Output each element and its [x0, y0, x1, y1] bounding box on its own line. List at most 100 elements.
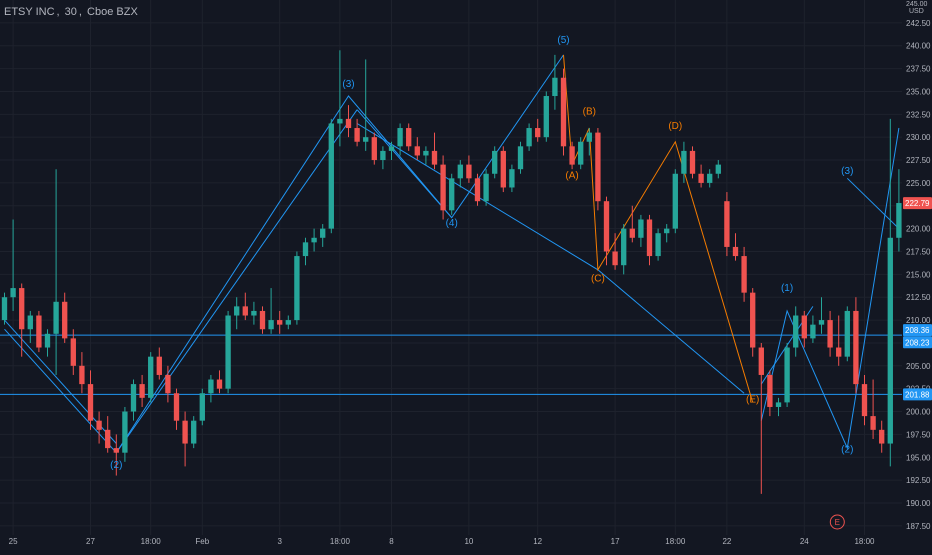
- candle-body: [277, 320, 283, 325]
- candle-body: [569, 146, 575, 165]
- candle-body: [750, 292, 756, 348]
- candle-body: [268, 320, 274, 330]
- candle-body: [793, 315, 799, 348]
- time-tick-label: 3: [277, 537, 282, 546]
- time-tick-label: 18:00: [330, 537, 351, 546]
- wave-line: [760, 127, 900, 450]
- candle-body: [784, 347, 790, 403]
- candle-body: [517, 146, 524, 170]
- candle-body: [388, 146, 395, 151]
- candle-body: [44, 333, 51, 348]
- candle-body: [53, 301, 59, 334]
- price-tick-label: 200.00: [906, 408, 931, 417]
- candle-body: [646, 219, 653, 257]
- price-tick-label: 195.00: [906, 453, 931, 462]
- candle-body: [578, 141, 584, 165]
- candle-body: [543, 96, 549, 138]
- time-tick-label: Feb: [195, 537, 209, 546]
- price-tick-label: 217.50: [906, 247, 931, 256]
- line-price-tag-bg: [903, 336, 932, 349]
- candle-body: [638, 219, 644, 238]
- price-tick-label: 220.00: [906, 225, 931, 234]
- candle-body: [586, 132, 592, 142]
- candle-body: [165, 374, 171, 394]
- candle-body: [681, 150, 687, 174]
- candle-body: [707, 173, 713, 183]
- candle-body: [870, 416, 876, 430]
- candle-body: [328, 123, 334, 229]
- price-tick-label: 232.50: [906, 110, 931, 119]
- candle-body: [173, 393, 180, 421]
- price-tick-label: 210.00: [906, 316, 931, 325]
- line-price-tag: 208.23: [905, 338, 930, 347]
- candle-body: [113, 448, 119, 453]
- candle-body: [836, 347, 842, 357]
- wave-line: [4, 54, 564, 454]
- candle-body: [457, 164, 463, 179]
- candle-body: [10, 288, 16, 298]
- price-tick-label: 225.00: [906, 179, 931, 188]
- time-tick-label: 18:00: [665, 537, 686, 546]
- candle-body: [492, 150, 498, 174]
- time-tick-label: 24: [800, 537, 809, 546]
- last-price-tag: 222.79: [905, 199, 930, 208]
- candle-body: [758, 347, 764, 375]
- time-tick-label: 18:00: [854, 537, 875, 546]
- candle-body: [724, 201, 730, 247]
- candle-body: [242, 306, 248, 316]
- candle-body: [156, 356, 162, 375]
- candle-body: [621, 228, 627, 266]
- candle-body: [844, 310, 850, 357]
- time-tick-label: 25: [9, 537, 18, 546]
- price-tick-label: 187.50: [906, 522, 931, 531]
- symbol-name: ETSY INC: [4, 6, 55, 18]
- candle-body: [818, 320, 825, 325]
- candle-body: [474, 178, 481, 202]
- candle-body: [27, 315, 33, 330]
- wave-line: [356, 109, 453, 219]
- candle-body: [225, 315, 231, 389]
- candle-body: [449, 178, 455, 211]
- price-tick-label: 205.00: [906, 362, 931, 371]
- candle-body: [380, 150, 386, 161]
- wave-label: (2): [110, 460, 122, 471]
- candle-body: [285, 320, 291, 325]
- candle-body: [259, 310, 266, 330]
- candle-body: [234, 306, 240, 316]
- candle-body: [1, 297, 8, 321]
- candles-layer: [1, 50, 902, 494]
- candle-body: [79, 365, 85, 385]
- price-axis-top-label: 245.00: [906, 1, 928, 8]
- wave-labels-layer: (2) (3) (4) (5) (A) (B) (C) (D) (E) (1) (2) (3) E: [110, 35, 853, 530]
- candle-body: [775, 402, 782, 407]
- candle-body: [612, 251, 618, 266]
- candle-body: [440, 164, 446, 211]
- line-price-tag-bg: [903, 324, 932, 337]
- candle-body: [672, 173, 678, 229]
- candle-body: [182, 420, 188, 444]
- candle-body: [741, 256, 747, 293]
- line-price-tag-bg: [903, 388, 932, 401]
- candle-body: [130, 384, 137, 412]
- candle-body: [827, 320, 833, 348]
- candle-body: [423, 150, 429, 156]
- wave-line: [115, 109, 358, 453]
- price-axis-background: [902, 0, 932, 550]
- candle-body: [148, 356, 154, 398]
- price-tick-label: 215.00: [906, 270, 931, 279]
- candle-body: [122, 411, 128, 453]
- candle-body: [509, 169, 515, 188]
- candle-body: [483, 173, 489, 202]
- line-price-tag: 208.36: [905, 326, 930, 335]
- candle-body: [371, 137, 377, 161]
- candle-body: [861, 384, 868, 417]
- candle-body: [414, 146, 420, 156]
- candle-body: [853, 310, 859, 385]
- candle-body: [406, 128, 412, 147]
- time-axis: 25 27 18:00 Feb 3 18:00 8 10 12 17 18:00 22 24 18:00: [9, 537, 875, 546]
- candle-body: [698, 173, 704, 183]
- earnings-badge: [829, 514, 845, 530]
